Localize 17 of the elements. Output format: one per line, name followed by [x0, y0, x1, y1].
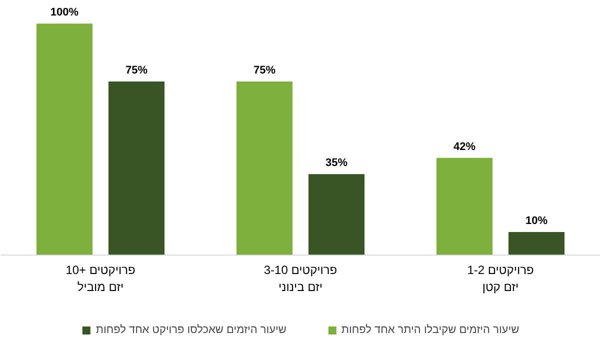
x-tick-label: 3-10 פרויקטים יזם בינוני: [264, 263, 338, 294]
bar: [236, 82, 292, 256]
data-label: 35%: [325, 157, 348, 170]
bar: [108, 82, 164, 256]
x-tick-label: 10+ פרויקטים יזם מוביל: [66, 263, 136, 294]
bar: [36, 24, 92, 256]
data-label: 10%: [525, 215, 548, 228]
bar: [308, 174, 364, 256]
data-label: 75%: [125, 64, 148, 77]
legend-label: שיעור היזמים שאכלסו פרויקט אחד לפחות: [96, 324, 286, 336]
legend-label: שיעור היזמים שקיבלו היתר אחד לפחות: [341, 324, 520, 336]
data-label: 100%: [50, 6, 79, 19]
data-label: 75%: [253, 64, 276, 77]
data-label: 42%: [453, 140, 476, 153]
bar: [508, 232, 564, 256]
x-tick-label: 1-2 פרויקטים יזם קטן: [467, 263, 534, 294]
bar: [436, 158, 492, 256]
